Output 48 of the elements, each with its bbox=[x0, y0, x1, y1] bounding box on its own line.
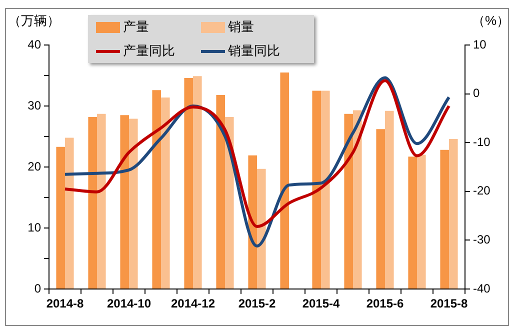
x-tick-label: 2015-6 bbox=[366, 296, 404, 311]
y-tick-label: 10 bbox=[28, 220, 42, 234]
y-tick-label: 20 bbox=[28, 159, 42, 174]
bar bbox=[184, 78, 193, 288]
bar bbox=[248, 155, 257, 288]
legend-label: 产量同比 bbox=[123, 42, 175, 60]
bar bbox=[97, 114, 106, 288]
legend-label: 销量 bbox=[228, 18, 254, 36]
bar bbox=[376, 129, 385, 288]
x-tick-label: 2014-8 bbox=[46, 296, 84, 311]
x-tick-label: 2015-2 bbox=[238, 296, 276, 311]
y2-tick-label: 10 bbox=[473, 37, 487, 52]
bar bbox=[161, 97, 170, 288]
y-axis-title: （万辆） bbox=[8, 12, 60, 30]
bar bbox=[417, 154, 426, 288]
y2-tick-label: -20 bbox=[473, 184, 491, 198]
bar bbox=[216, 95, 225, 288]
bar bbox=[321, 90, 330, 288]
bar bbox=[449, 138, 458, 288]
bar bbox=[88, 116, 97, 288]
bar bbox=[408, 156, 417, 288]
x-tick-label: 2015-8 bbox=[430, 296, 468, 311]
y-tick-label: 30 bbox=[28, 98, 42, 112]
bar bbox=[257, 168, 266, 288]
y2-tick-label: -10 bbox=[473, 134, 491, 149]
bar bbox=[312, 90, 321, 288]
y-tick-label: 40 bbox=[28, 37, 42, 52]
legend-label: 产量 bbox=[123, 18, 149, 36]
bar bbox=[193, 76, 202, 288]
y2-tick-label: -30 bbox=[473, 232, 491, 247]
y2-tick-label: 0 bbox=[473, 86, 480, 100]
bar bbox=[344, 114, 353, 288]
bar bbox=[129, 118, 138, 288]
bar bbox=[353, 110, 362, 288]
bar bbox=[385, 110, 394, 288]
bar bbox=[280, 72, 289, 288]
bar bbox=[120, 115, 129, 288]
legend-label: 销量同比 bbox=[228, 42, 280, 60]
bar bbox=[56, 146, 65, 288]
x-tick-label: 2014-10 bbox=[106, 296, 152, 311]
x-tick-label: 2014-12 bbox=[170, 296, 216, 311]
y2-axis-title: （%） bbox=[472, 12, 510, 30]
x-tick-label: 2015-4 bbox=[302, 296, 340, 311]
y2-tick-label: -40 bbox=[473, 281, 491, 296]
bar bbox=[440, 150, 449, 288]
bar bbox=[65, 138, 74, 288]
bar bbox=[152, 90, 161, 288]
y-tick-label: 0 bbox=[34, 281, 42, 296]
